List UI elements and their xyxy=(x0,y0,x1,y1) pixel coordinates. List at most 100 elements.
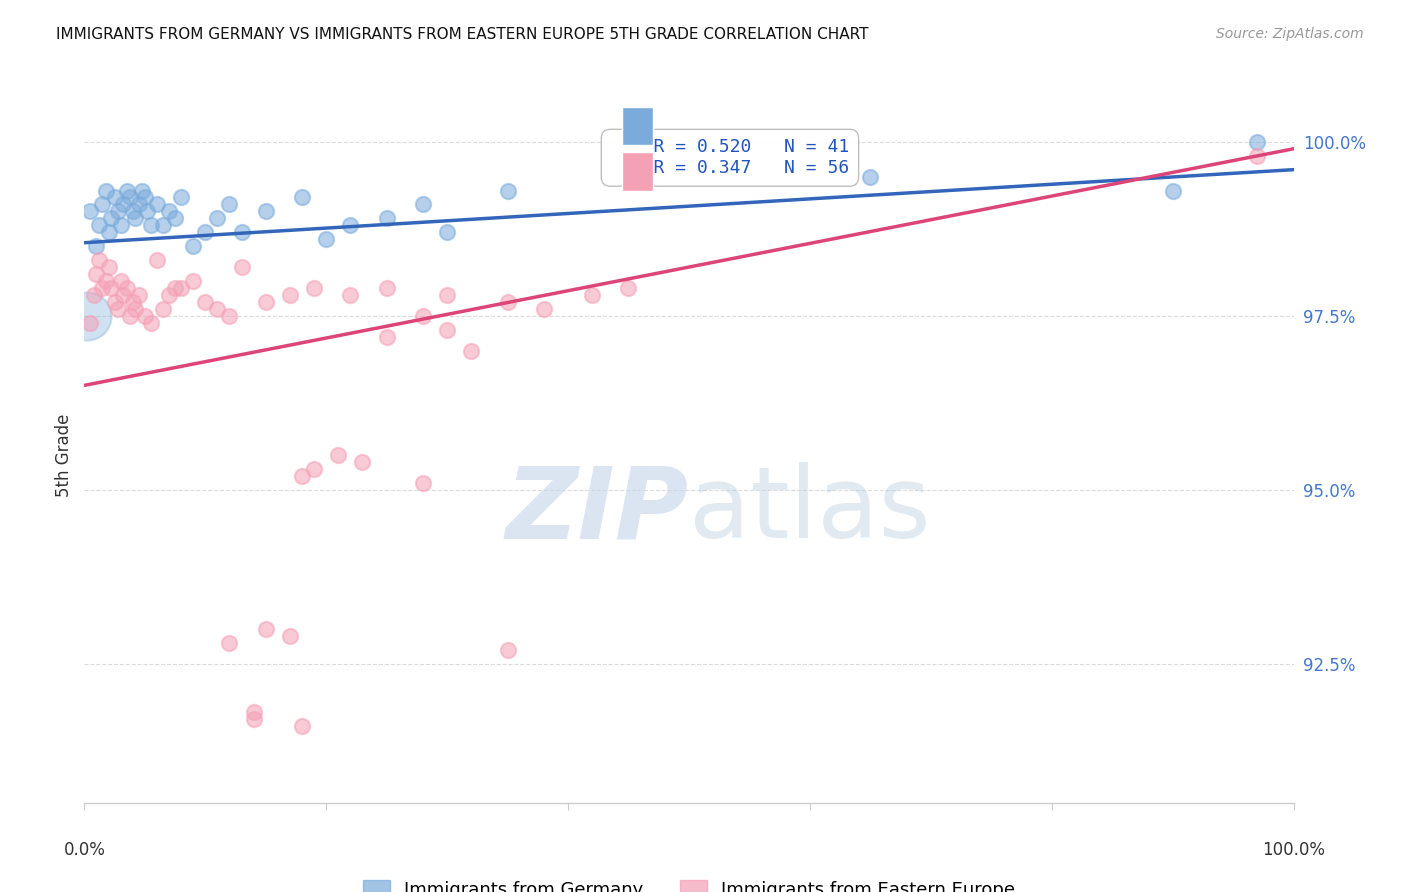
Point xyxy=(121,294,143,309)
Point xyxy=(254,622,277,636)
Point xyxy=(218,636,240,650)
Point xyxy=(1246,135,1268,149)
Point xyxy=(94,274,117,288)
Point xyxy=(134,309,156,323)
Point xyxy=(581,288,603,302)
Point xyxy=(291,468,314,483)
Point xyxy=(375,281,398,295)
Text: ZIP: ZIP xyxy=(506,462,689,559)
Point xyxy=(107,301,129,316)
Point xyxy=(436,288,458,302)
Point xyxy=(412,475,434,490)
Point xyxy=(375,211,398,226)
Point xyxy=(496,294,519,309)
Point xyxy=(128,197,150,211)
Point xyxy=(291,190,314,204)
Point xyxy=(496,642,519,657)
Point xyxy=(218,197,240,211)
Point xyxy=(157,204,180,219)
Point xyxy=(207,211,229,226)
Point xyxy=(533,301,555,316)
Text: atlas: atlas xyxy=(689,462,931,559)
Point xyxy=(302,462,325,476)
Point xyxy=(139,316,162,330)
Point xyxy=(207,301,229,316)
Text: 0.0%: 0.0% xyxy=(63,841,105,859)
Point xyxy=(131,184,153,198)
Point xyxy=(1161,184,1184,198)
Point xyxy=(859,169,882,184)
Point xyxy=(120,309,142,323)
Point xyxy=(460,343,482,358)
Point xyxy=(412,197,434,211)
Point xyxy=(110,274,132,288)
Point xyxy=(100,211,122,226)
Point xyxy=(181,274,204,288)
Point xyxy=(1246,149,1268,163)
Point xyxy=(139,219,162,233)
Point xyxy=(436,323,458,337)
Point xyxy=(128,288,150,302)
Point xyxy=(352,455,374,469)
Point xyxy=(94,184,117,198)
Point xyxy=(107,204,129,219)
Point xyxy=(152,301,174,316)
Point xyxy=(91,197,114,211)
Point xyxy=(254,204,277,219)
Point xyxy=(120,190,142,204)
Point xyxy=(218,309,240,323)
Point xyxy=(194,225,217,239)
Point xyxy=(152,219,174,233)
Point xyxy=(163,211,186,226)
Y-axis label: 5th Grade: 5th Grade xyxy=(55,413,73,497)
Point xyxy=(76,309,98,323)
Point xyxy=(291,719,314,733)
Point xyxy=(97,260,120,274)
Text: 100.0%: 100.0% xyxy=(1263,841,1324,859)
Point xyxy=(124,211,146,226)
Legend: Immigrants from Germany, Immigrants from Eastern Europe: Immigrants from Germany, Immigrants from… xyxy=(354,871,1024,892)
Point xyxy=(339,219,361,233)
Point xyxy=(146,253,169,268)
Point xyxy=(83,288,105,302)
Point xyxy=(278,288,301,302)
Point xyxy=(302,281,325,295)
Point xyxy=(194,294,217,309)
Point xyxy=(146,197,169,211)
Point xyxy=(124,301,146,316)
Point xyxy=(412,309,434,323)
Point xyxy=(163,281,186,295)
Point xyxy=(254,294,277,309)
Point xyxy=(339,288,361,302)
Point xyxy=(242,712,264,726)
Point xyxy=(79,316,101,330)
Point xyxy=(115,281,138,295)
Point xyxy=(496,184,519,198)
FancyBboxPatch shape xyxy=(623,153,652,191)
Point xyxy=(157,288,180,302)
Point xyxy=(231,260,253,274)
Point xyxy=(86,267,108,281)
Point xyxy=(134,190,156,204)
Point xyxy=(170,190,193,204)
Point xyxy=(278,629,301,643)
Point xyxy=(242,706,264,720)
Point xyxy=(104,190,127,204)
Text: IMMIGRANTS FROM GERMANY VS IMMIGRANTS FROM EASTERN EUROPE 5TH GRADE CORRELATION : IMMIGRANTS FROM GERMANY VS IMMIGRANTS FR… xyxy=(56,27,869,42)
Point xyxy=(87,253,110,268)
Text: Source: ZipAtlas.com: Source: ZipAtlas.com xyxy=(1216,27,1364,41)
Point xyxy=(100,281,122,295)
Point xyxy=(112,197,135,211)
Point xyxy=(115,184,138,198)
Point xyxy=(375,329,398,343)
Point xyxy=(136,204,159,219)
Point xyxy=(170,281,193,295)
Point xyxy=(79,204,101,219)
Text: R = 0.520   N = 41
    R = 0.347   N = 56: R = 0.520 N = 41 R = 0.347 N = 56 xyxy=(610,138,849,178)
Point xyxy=(436,225,458,239)
FancyBboxPatch shape xyxy=(623,107,652,145)
Point xyxy=(97,225,120,239)
Point xyxy=(315,232,337,246)
Point xyxy=(112,288,135,302)
Point xyxy=(86,239,108,253)
